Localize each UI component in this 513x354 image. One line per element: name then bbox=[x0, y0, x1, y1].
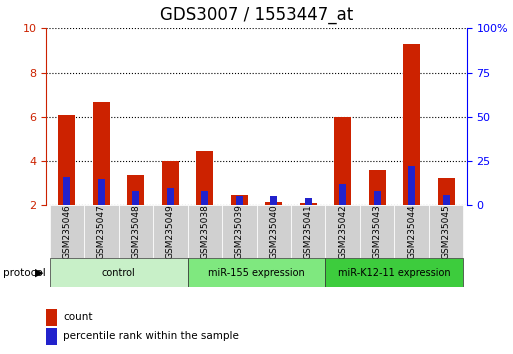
Text: count: count bbox=[63, 312, 92, 322]
FancyBboxPatch shape bbox=[50, 258, 188, 287]
Bar bbox=[300, 203, 317, 205]
Bar bbox=[374, 191, 381, 205]
Bar bbox=[132, 191, 139, 205]
FancyBboxPatch shape bbox=[325, 258, 463, 287]
Text: control: control bbox=[102, 268, 135, 278]
Text: percentile rank within the sample: percentile rank within the sample bbox=[63, 331, 239, 341]
Text: GSM235039: GSM235039 bbox=[235, 204, 244, 259]
Text: GSM235044: GSM235044 bbox=[407, 205, 416, 259]
Bar bbox=[403, 44, 420, 205]
FancyBboxPatch shape bbox=[291, 205, 325, 258]
Text: miR-155 expression: miR-155 expression bbox=[208, 268, 305, 278]
Bar bbox=[265, 202, 282, 205]
FancyBboxPatch shape bbox=[188, 205, 222, 258]
Title: GDS3007 / 1553447_at: GDS3007 / 1553447_at bbox=[160, 6, 353, 24]
FancyBboxPatch shape bbox=[256, 205, 291, 258]
Bar bbox=[231, 195, 248, 205]
Text: GSM235048: GSM235048 bbox=[131, 205, 141, 259]
Bar bbox=[58, 115, 75, 205]
Bar bbox=[93, 102, 110, 205]
FancyBboxPatch shape bbox=[429, 205, 463, 258]
Bar bbox=[334, 117, 351, 205]
Text: GSM235038: GSM235038 bbox=[200, 204, 209, 259]
Bar bbox=[339, 184, 346, 205]
Text: protocol: protocol bbox=[3, 268, 45, 278]
Bar bbox=[438, 178, 455, 205]
FancyBboxPatch shape bbox=[119, 205, 153, 258]
Bar bbox=[443, 195, 449, 205]
FancyBboxPatch shape bbox=[325, 205, 360, 258]
Text: GSM235042: GSM235042 bbox=[338, 205, 347, 259]
FancyBboxPatch shape bbox=[50, 205, 84, 258]
Bar bbox=[127, 176, 145, 205]
Bar bbox=[167, 188, 174, 205]
FancyBboxPatch shape bbox=[394, 205, 429, 258]
Bar bbox=[368, 170, 386, 205]
Bar bbox=[46, 309, 56, 326]
FancyBboxPatch shape bbox=[153, 205, 188, 258]
Text: GSM235047: GSM235047 bbox=[97, 205, 106, 259]
Text: GSM235045: GSM235045 bbox=[442, 205, 450, 259]
Bar bbox=[236, 196, 243, 205]
FancyBboxPatch shape bbox=[188, 258, 325, 287]
Text: miR-K12-11 expression: miR-K12-11 expression bbox=[338, 268, 451, 278]
Text: GSM235046: GSM235046 bbox=[63, 205, 71, 259]
Bar bbox=[305, 198, 312, 205]
FancyBboxPatch shape bbox=[222, 205, 256, 258]
Text: GSM235049: GSM235049 bbox=[166, 205, 175, 259]
Bar bbox=[201, 191, 208, 205]
Bar bbox=[98, 179, 105, 205]
FancyBboxPatch shape bbox=[84, 205, 119, 258]
Bar bbox=[162, 161, 179, 205]
FancyBboxPatch shape bbox=[360, 205, 394, 258]
Bar bbox=[46, 328, 56, 345]
Text: GSM235041: GSM235041 bbox=[304, 205, 313, 259]
Text: GSM235040: GSM235040 bbox=[269, 205, 278, 259]
Bar bbox=[64, 177, 70, 205]
Bar bbox=[196, 151, 213, 205]
Bar bbox=[408, 166, 415, 205]
Text: ▶: ▶ bbox=[35, 268, 44, 278]
Text: GSM235043: GSM235043 bbox=[372, 205, 382, 259]
Bar bbox=[270, 196, 277, 205]
